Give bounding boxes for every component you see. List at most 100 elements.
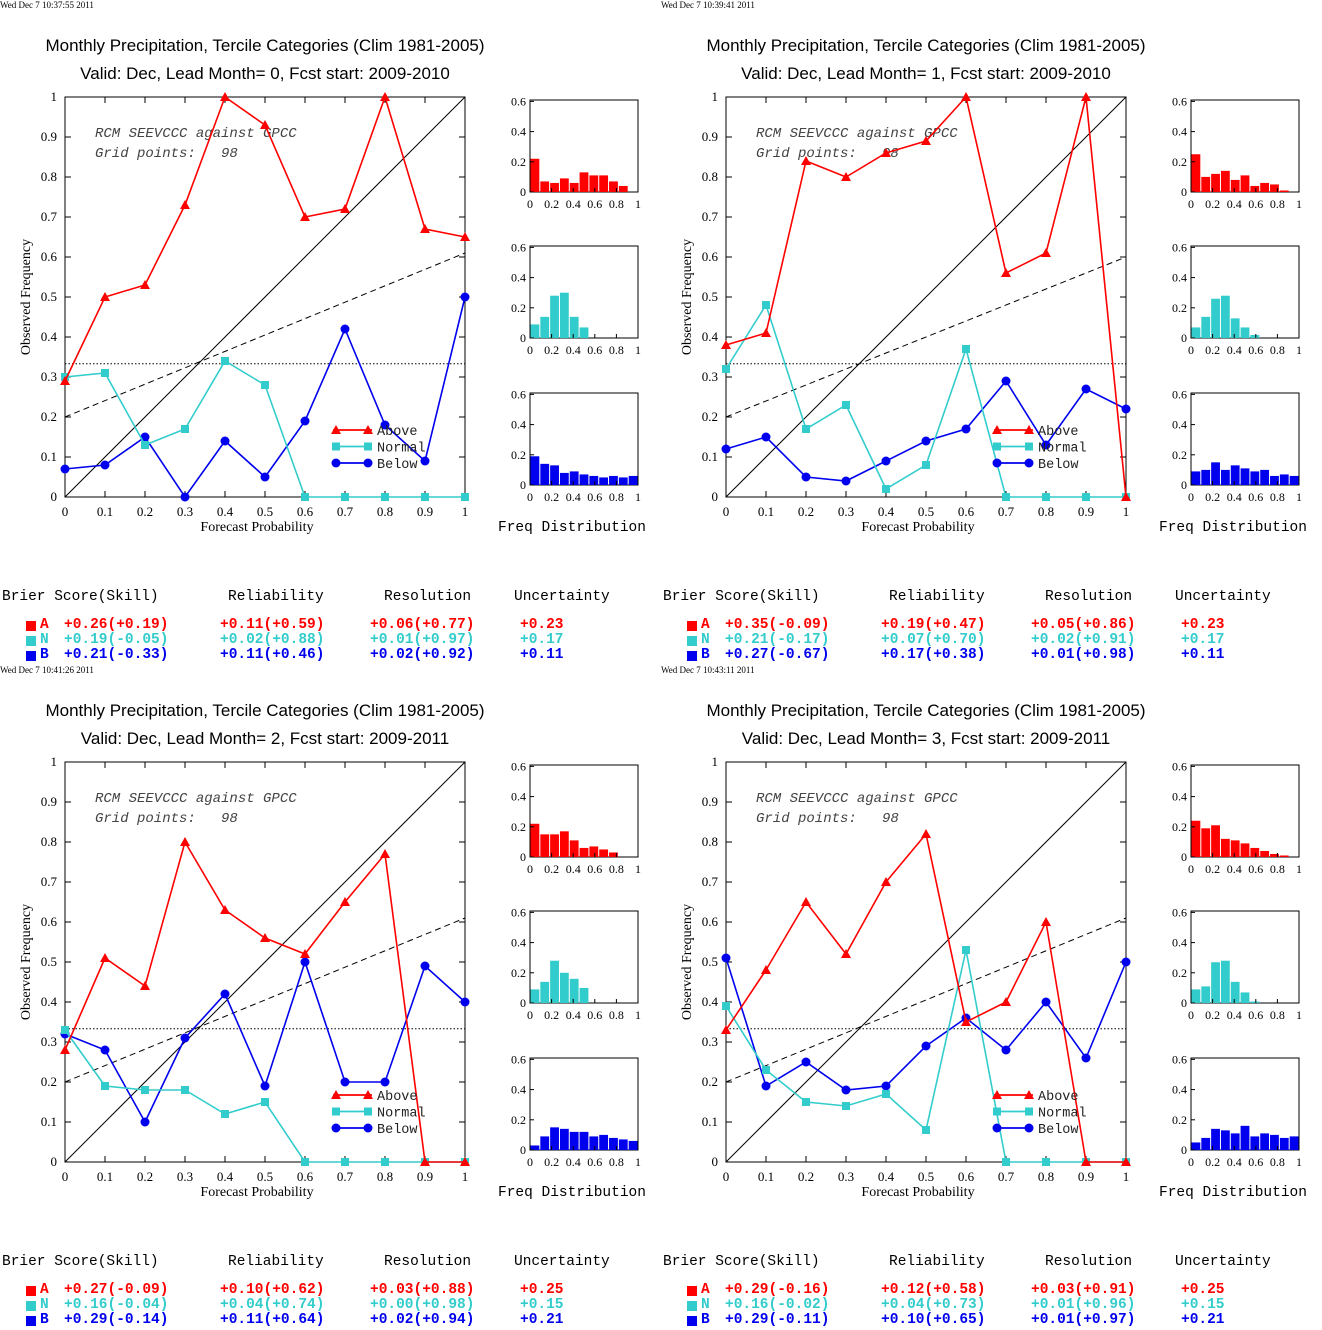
data-point-above xyxy=(1041,248,1051,257)
data-point-above xyxy=(961,92,971,101)
no-skill-line xyxy=(725,917,1127,1083)
y-tick-label: 0.4 xyxy=(702,329,719,344)
hist-x-tick-label: 0.6 xyxy=(587,197,602,211)
hist-bar xyxy=(1240,992,1250,1003)
category-code: A xyxy=(701,1282,710,1298)
data-point-above xyxy=(801,897,811,906)
legend-label-below: Below xyxy=(1038,458,1079,473)
hist-x-tick-label: 1 xyxy=(635,1155,641,1169)
freq-histogram-normal: 0 0.2 0.4 0.6 0 0.2 0.4 0.6 0.8 1 xyxy=(1172,240,1302,357)
y-tick-label: 0.6 xyxy=(702,914,719,929)
data-point-above xyxy=(340,897,350,906)
stats-res: +0.01(+0.97) xyxy=(370,631,475,648)
hist-bar xyxy=(1220,960,1230,1003)
hist-x-tick-label: 0.6 xyxy=(1248,197,1263,211)
hist-bar xyxy=(1191,471,1201,485)
legend-marker-above xyxy=(331,1090,341,1099)
hist-bar xyxy=(589,846,599,857)
hist-bar xyxy=(1279,855,1289,857)
x-tick-label: 1 xyxy=(462,504,469,519)
hist-x-tick-label: 0.6 xyxy=(587,1008,602,1022)
x-tick-label: 0.9 xyxy=(1078,1169,1094,1184)
hist-x-tick-label: 0.8 xyxy=(1270,862,1285,876)
series-above xyxy=(60,92,470,385)
category-code: B xyxy=(40,646,49,663)
hist-y-tick-label: 0.2 xyxy=(1172,1113,1187,1127)
panel-4: Wed Dec 7 10:43:11 2011 Monthly Precipita… xyxy=(661,665,1322,1330)
legend-label-normal: Normal xyxy=(377,442,426,457)
hist-bar xyxy=(579,847,589,857)
stats-header-2: Resolution xyxy=(384,589,472,605)
data-point-normal xyxy=(341,493,349,501)
stats-unc: +0.11 xyxy=(1181,646,1225,663)
hist-x-tick-label: 1 xyxy=(635,197,641,211)
y-tick-label: 0.8 xyxy=(41,169,57,184)
hist-bar xyxy=(559,178,569,192)
legend-marker-above xyxy=(1024,425,1034,434)
data-point-above xyxy=(340,204,350,213)
x-tick-label: 0.4 xyxy=(217,504,234,519)
category-swatch xyxy=(687,1315,697,1326)
x-tick-label: 0.9 xyxy=(417,504,433,519)
hist-x-tick-label: 0.2 xyxy=(1205,197,1220,211)
x-tick-label: 0.3 xyxy=(177,1169,193,1184)
data-point-above xyxy=(1041,917,1051,926)
hist-bar xyxy=(1201,1137,1211,1150)
hist-bar xyxy=(589,475,599,485)
hist-bar xyxy=(609,1137,618,1150)
freq-histogram-above: 0 0.2 0.4 0.6 0 0.2 0.4 0.6 0.8 1 xyxy=(1172,759,1302,876)
hist-bar xyxy=(1240,1125,1250,1150)
x-tick-label: 0.1 xyxy=(758,504,774,519)
annotation-source: RCM SEEVCCC against GPCC xyxy=(95,126,297,142)
hist-bar xyxy=(618,477,628,485)
legend-marker-below xyxy=(992,458,1002,468)
x-tick-label: 0.1 xyxy=(97,1169,113,1184)
data-point-above xyxy=(180,200,190,209)
data-point-normal xyxy=(722,365,730,373)
legend-marker-above xyxy=(363,425,373,434)
x-tick-label: 0.7 xyxy=(337,1169,354,1184)
timestamp: Wed Dec 7 10:37:55 2011 xyxy=(0,0,94,10)
data-point-above xyxy=(1121,1157,1131,1166)
stats-header-1: Reliability xyxy=(889,589,985,605)
y-tick-label: 0.5 xyxy=(702,954,718,969)
hist-x-tick-label: 0.4 xyxy=(1227,1155,1242,1169)
hist-bar xyxy=(1260,469,1270,485)
chart-subtitle: Valid: Dec, Lead Month= 1, Fcst start: 2… xyxy=(741,64,1111,83)
stats-bs: +0.35(-0.09) xyxy=(725,617,830,633)
data-point-normal xyxy=(762,301,770,309)
hist-x-tick-label: 0.2 xyxy=(1205,1155,1220,1169)
hist-bar xyxy=(1250,847,1260,857)
freq-histogram-above: 0 0.2 0.4 0.6 0 0.2 0.4 0.6 0.8 1 xyxy=(511,759,641,876)
y-tick-label: 0.8 xyxy=(702,834,718,849)
y-tick-label: 0 xyxy=(51,489,58,504)
legend-marker-below xyxy=(992,1123,1002,1133)
data-point-normal xyxy=(762,1066,770,1074)
freq-distribution-label: Freq Distribution xyxy=(498,520,646,536)
y-tick-label: 0.9 xyxy=(702,794,718,809)
hist-bar xyxy=(1279,474,1289,485)
data-point-below xyxy=(721,953,731,963)
stats-header-0: Brier Score(Skill) xyxy=(2,1254,159,1270)
y-tick-label: 0.7 xyxy=(702,874,719,889)
hist-bar xyxy=(540,1136,550,1150)
legend-marker-below xyxy=(1024,1123,1034,1133)
data-point-below xyxy=(921,436,931,446)
hist-x-tick-label: 0 xyxy=(527,197,533,211)
hist-y-tick-label: 0.2 xyxy=(1172,820,1187,834)
data-point-normal xyxy=(141,441,149,449)
hist-bar xyxy=(540,181,550,192)
category-swatch xyxy=(687,635,697,646)
panel-3: Wed Dec 7 10:41:26 2011 Monthly Precipita… xyxy=(0,665,661,1330)
data-point-above xyxy=(380,92,390,101)
hist-x-tick-label: 0 xyxy=(527,862,533,876)
data-point-below xyxy=(921,1041,931,1051)
stats-header-1: Reliability xyxy=(889,1254,985,1270)
hist-y-tick-label: 0 xyxy=(1181,1143,1187,1157)
data-point-above xyxy=(100,953,110,962)
legend-marker-below xyxy=(1024,458,1034,468)
x-tick-label: 0.9 xyxy=(1078,504,1094,519)
hist-bar xyxy=(530,158,540,192)
hist-y-tick-label: 0.6 xyxy=(1172,240,1187,254)
y-tick-label: 0.3 xyxy=(41,369,57,384)
